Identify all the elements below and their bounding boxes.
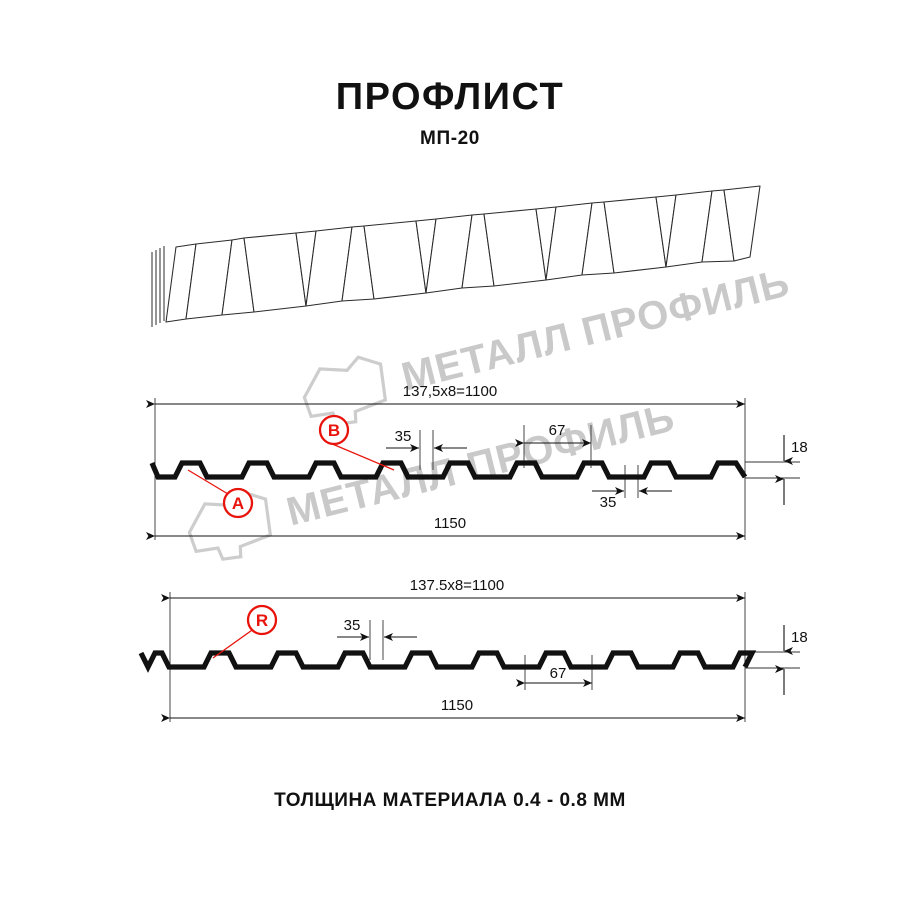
footer-note: ТОЛЩИНА МАТЕРИАЛА 0.4 - 0.8 ММ: [274, 790, 626, 811]
dim-height-top-label: 18: [791, 439, 808, 456]
dim-pitch-total-top: 137,5x8=1100: [146, 383, 745, 408]
cross-section-r: 137.5x8=1100 1150 35 67 18: [138, 577, 808, 722]
dim-valley-top: 67: [515, 422, 591, 447]
dim-overall-bottom-label: 1150: [441, 697, 473, 714]
marker-r: R: [212, 604, 278, 659]
marker-b-circle: [318, 414, 350, 446]
dim-rib-top-lower: 35: [592, 487, 672, 511]
marker-a: A: [187, 469, 254, 519]
page-title: ПРОФЛИСТ: [335, 76, 565, 118]
dim-valley-bottom-label: 67: [550, 665, 567, 682]
profile-outline-top: [149, 460, 748, 480]
dim-rib-top-upper-label: 35: [395, 428, 412, 445]
marker-r-circle: [246, 604, 278, 636]
dim-rib-top-bottom: 35: [337, 617, 417, 641]
marker-b-label: B: [328, 421, 340, 440]
dim-overall-top: 1150: [146, 515, 745, 540]
marker-a-circle: [222, 487, 254, 519]
dim-overall-bottom: 1150: [161, 697, 745, 722]
dim-pitch-total-top-label: 137,5x8=1100: [403, 383, 497, 400]
dim-rib-top-lower-label: 35: [600, 494, 617, 511]
page-subtitle: МП-20: [420, 127, 480, 149]
isometric-ribs: [165, 185, 761, 323]
dim-height-top: 18: [775, 435, 808, 505]
dim-height-bottom: 18: [775, 625, 808, 695]
dim-height-bottom-label: 18: [791, 629, 808, 646]
dim-valley-top-label: 67: [549, 422, 566, 439]
profile-outline-bottom: [138, 650, 757, 673]
extension-lines-bottom: [169, 592, 800, 722]
title-block: ПРОФЛИСТ МП-20: [0, 76, 900, 150]
dim-overall-top-label: 1150: [434, 515, 466, 532]
isometric-profile-view: [151, 185, 761, 327]
dim-pitch-total-bottom-label: 137.5x8=1100: [410, 577, 504, 594]
dim-rib-top-upper: 35: [386, 428, 467, 452]
marker-r-label: R: [256, 611, 268, 630]
extension-lines-top: [154, 398, 800, 540]
dim-valley-bottom: 67: [516, 665, 592, 687]
dim-pitch-total-bottom: 137.5x8=1100: [161, 577, 745, 602]
dim-rib-top-bottom-label: 35: [344, 617, 361, 634]
marker-b: B: [318, 414, 395, 471]
marker-a-label: A: [232, 494, 244, 513]
cross-section-a-b: 137,5x8=1100 1150 35 67 35: [146, 383, 808, 540]
